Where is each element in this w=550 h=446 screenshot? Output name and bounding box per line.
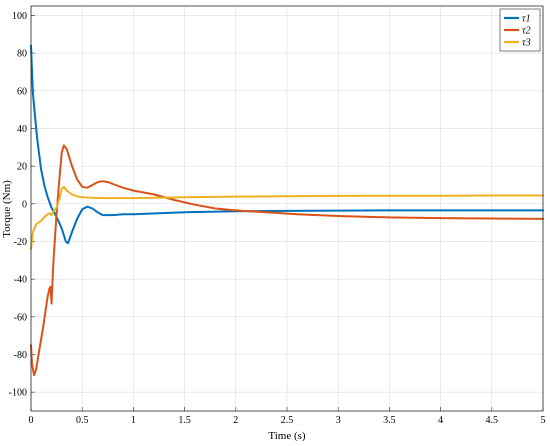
x-tick-label: 3 [336, 415, 341, 426]
plot-frame [30, 5, 544, 412]
series-line-tau-2 [30, 144, 544, 377]
x-tick-labels: 0 0.5 1 1.5 2 2.5 3 3.5 4 4.5 5 [29, 415, 546, 426]
y-tick-label: 0 [22, 199, 27, 210]
y-tick-labels: -100 -80 -60 -40 -20 0 20 40 60 80 100 [9, 11, 27, 399]
x-tick-label: 2.5 [281, 415, 294, 426]
x-tick-label: 1.5 [178, 415, 191, 426]
x-tick-label: 5 [541, 415, 546, 426]
y-tick-label: 60 [17, 86, 27, 97]
x-tick-label: 1 [131, 415, 136, 426]
y-tick-label: -20 [14, 237, 27, 248]
x-tick-label: 0 [29, 415, 34, 426]
series-line-tau-1 [30, 44, 544, 245]
y-tick-label: 40 [17, 124, 27, 135]
legend-label-tau-3: τ3 [522, 38, 531, 49]
legend-label-tau-2: τ2 [522, 26, 531, 37]
x-tick-label: 0.5 [76, 415, 89, 426]
x-tick-label: 4.5 [486, 415, 499, 426]
y-tick-label: -60 [14, 312, 27, 323]
x-tick-label: 3.5 [383, 415, 396, 426]
y-tick-label: -100 [9, 388, 27, 399]
y-axis-label: Torque (Nm) [1, 180, 13, 238]
y-tick-label: -40 [14, 275, 27, 286]
series-line-tau-3 [30, 185, 544, 250]
x-axis-label: Time (s) [268, 430, 306, 442]
y-tick-label: 100 [12, 11, 27, 22]
series-lines [30, 44, 544, 377]
y-tick-label: -80 [14, 350, 27, 361]
y-tick-label: 80 [17, 49, 27, 60]
x-tick-label: 4 [438, 415, 443, 426]
x-tick-label: 2 [233, 415, 238, 426]
y-tick-label: 20 [17, 162, 27, 173]
legend-label-tau-1: τ1 [522, 14, 531, 25]
